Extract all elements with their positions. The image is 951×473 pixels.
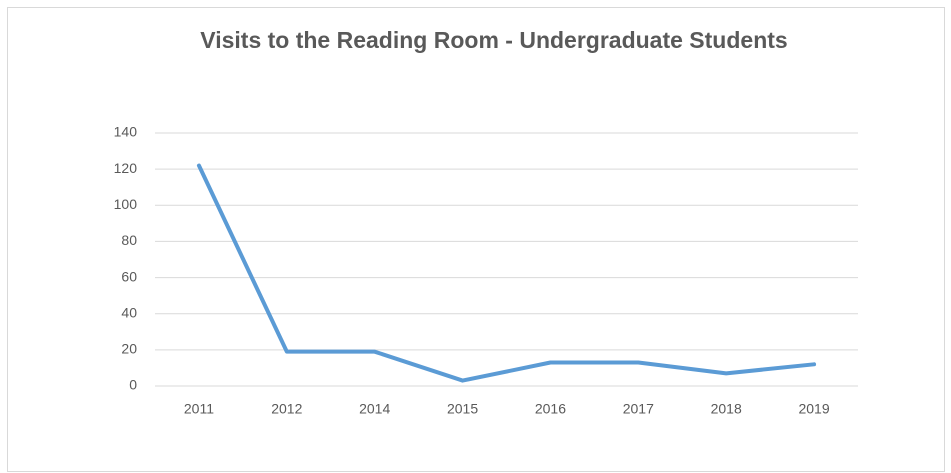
- x-tick-label: 2019: [798, 401, 829, 417]
- y-tick-label: 100: [114, 196, 138, 212]
- y-tick-label: 140: [114, 124, 138, 140]
- data-line: [196, 163, 817, 383]
- y-tick-label: 60: [121, 268, 137, 284]
- x-tick-label: 2012: [271, 401, 302, 417]
- chart-title: Visits to the Reading Room - Undergradua…: [200, 27, 787, 53]
- x-tick-label: 2015: [447, 401, 478, 417]
- x-tick-label: 2018: [711, 401, 742, 417]
- chart-border: [7, 7, 945, 472]
- y-tick-label: 40: [121, 304, 137, 320]
- y-tick-label: 0: [129, 377, 137, 393]
- x-tick-label: 2011: [184, 401, 214, 417]
- x-tick-label: 2017: [623, 401, 654, 417]
- x-tick-label: 2016: [535, 401, 566, 417]
- y-tick-label: 20: [121, 341, 137, 357]
- y-tick-label: 120: [114, 160, 138, 176]
- x-tick-label: 2014: [359, 401, 390, 417]
- y-tick-label: 80: [121, 232, 137, 248]
